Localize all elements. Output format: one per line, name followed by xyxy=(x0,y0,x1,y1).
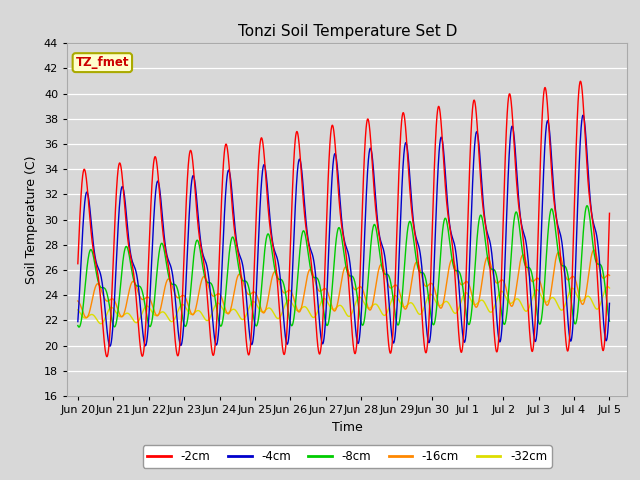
-4cm xyxy=(278,294,285,300)
-4cm xyxy=(301,206,308,212)
-4cm xyxy=(106,343,114,349)
-32cm xyxy=(538,295,546,300)
-16cm xyxy=(301,287,308,292)
-4cm xyxy=(74,319,82,324)
-2cm xyxy=(103,354,111,360)
-4cm xyxy=(579,112,587,118)
Line: -16cm: -16cm xyxy=(78,250,609,318)
-32cm xyxy=(166,318,174,324)
-32cm xyxy=(605,285,613,291)
-32cm xyxy=(135,318,143,324)
Line: -8cm: -8cm xyxy=(78,206,609,327)
Line: -32cm: -32cm xyxy=(78,287,609,324)
Title: Tonzi Soil Temperature Set D: Tonzi Soil Temperature Set D xyxy=(237,24,457,39)
-16cm xyxy=(538,286,546,291)
-2cm xyxy=(166,277,174,283)
-16cm xyxy=(83,315,90,321)
Legend: -2cm, -4cm, -8cm, -16cm, -32cm: -2cm, -4cm, -8cm, -16cm, -32cm xyxy=(143,445,552,468)
-8cm xyxy=(278,277,285,283)
-4cm xyxy=(166,262,174,267)
-2cm xyxy=(74,261,82,266)
-8cm xyxy=(538,312,546,318)
-8cm xyxy=(583,203,591,209)
-2cm xyxy=(577,78,584,84)
-8cm xyxy=(301,230,308,236)
-4cm xyxy=(135,286,143,291)
-32cm xyxy=(595,304,603,310)
-8cm xyxy=(596,261,604,267)
-16cm xyxy=(135,290,143,296)
-2cm xyxy=(135,326,143,332)
-2cm xyxy=(596,309,604,315)
Line: -4cm: -4cm xyxy=(78,115,609,346)
-16cm xyxy=(74,298,82,304)
-8cm xyxy=(135,283,143,289)
-16cm xyxy=(590,247,598,253)
-8cm xyxy=(74,323,82,328)
-8cm xyxy=(605,318,613,324)
-16cm xyxy=(596,266,604,272)
-4cm xyxy=(605,300,613,306)
-2cm xyxy=(538,119,546,124)
-2cm xyxy=(278,339,285,345)
X-axis label: Time: Time xyxy=(332,420,363,433)
-16cm xyxy=(166,277,174,283)
-2cm xyxy=(301,216,308,221)
-16cm xyxy=(605,273,613,278)
Line: -2cm: -2cm xyxy=(78,81,609,357)
-4cm xyxy=(538,214,546,220)
-32cm xyxy=(74,307,82,312)
-32cm xyxy=(604,284,612,289)
-8cm xyxy=(166,278,174,284)
-16cm xyxy=(278,287,285,293)
-8cm xyxy=(76,324,83,330)
Y-axis label: Soil Temperature (C): Soil Temperature (C) xyxy=(26,156,38,284)
-32cm xyxy=(301,304,308,310)
-32cm xyxy=(97,321,105,326)
-32cm xyxy=(278,311,285,316)
-4cm xyxy=(596,257,604,263)
Text: TZ_fmet: TZ_fmet xyxy=(76,56,129,69)
-2cm xyxy=(605,210,613,216)
